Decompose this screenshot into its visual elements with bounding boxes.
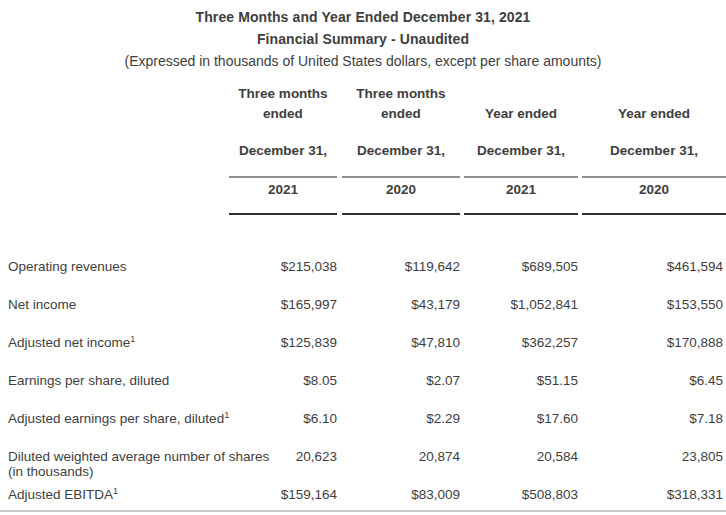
financial-summary-document: Three Months and Year Ended December 31,… xyxy=(0,0,726,515)
footnote-marker: 1 xyxy=(224,410,229,420)
period-label-line1: Three months xyxy=(229,84,337,104)
period-year: 2021 xyxy=(229,176,337,215)
cell-value: $2.29 xyxy=(426,411,460,426)
footnote-marker: 1 xyxy=(113,486,118,496)
period-label-line1: Three months xyxy=(342,84,460,104)
cell-value: $51.15 xyxy=(537,373,578,388)
column-header-year-2021: Year ended December 31, 2021 xyxy=(464,84,578,215)
period-date: December 31, xyxy=(464,141,578,161)
cell-value: $215,038 xyxy=(281,259,337,274)
cell-value: 20,874 xyxy=(419,449,460,464)
cell-value: $170,888 xyxy=(667,335,723,350)
cell-value: $83,009 xyxy=(411,487,460,502)
table-bottom-rule xyxy=(0,510,726,512)
cell-value: 20,623 xyxy=(296,449,337,464)
cell-value: $7.18 xyxy=(689,411,723,426)
row-label: Adjusted EBITDA1 xyxy=(8,487,298,502)
cell-value: $165,997 xyxy=(281,297,337,312)
cell-value: $6.10 xyxy=(303,411,337,426)
cell-value: $362,257 xyxy=(522,335,578,350)
period-label-line2: Year ended xyxy=(582,104,726,124)
column-header-3mo-2021: Three months ended December 31, 2021 xyxy=(229,84,337,215)
document-title-line1: Three Months and Year Ended December 31,… xyxy=(0,6,726,28)
row-label: Net income xyxy=(8,297,298,312)
cell-value: $159,164 xyxy=(281,487,337,502)
period-year: 2020 xyxy=(342,176,460,215)
period-year: 2020 xyxy=(582,176,726,215)
document-subtitle: (Expressed in thousands of United States… xyxy=(0,50,726,72)
table-row-adjusted-net-income: Adjusted net income1 $125,839 $47,810 $3… xyxy=(0,335,726,373)
table-row-diluted-weighted-shares: Diluted weighted average number of share… xyxy=(0,449,726,487)
period-label-line1 xyxy=(582,84,726,104)
cell-value: $1,052,841 xyxy=(510,297,578,312)
cell-value: $8.05 xyxy=(303,373,337,388)
row-label: Diluted weighted average number of share… xyxy=(8,449,298,479)
cell-value: $2.07 xyxy=(426,373,460,388)
column-header-3mo-2020: Three months ended December 31, 2020 xyxy=(342,84,460,215)
table-row-operating-revenues: Operating revenues $215,038 $119,642 $68… xyxy=(0,259,726,297)
row-label: Adjusted earnings per share, diluted1 xyxy=(8,411,298,426)
row-label: Adjusted net income1 xyxy=(8,335,298,350)
row-label: Earnings per share, diluted xyxy=(8,373,298,388)
document-header: Three Months and Year Ended December 31,… xyxy=(0,6,726,72)
cell-value: $461,594 xyxy=(667,259,723,274)
cell-value: $119,642 xyxy=(405,259,460,274)
document-title-line2: Financial Summary - Unaudited xyxy=(0,28,726,50)
cell-value: 20,584 xyxy=(537,449,578,464)
period-date: December 31, xyxy=(582,141,726,161)
cell-value: 23,805 xyxy=(682,449,723,464)
period-label-line2: ended xyxy=(229,104,337,124)
table-row-eps-diluted: Earnings per share, diluted $8.05 $2.07 … xyxy=(0,373,726,411)
column-header-year-2020: Year ended December 31, 2020 xyxy=(582,84,726,215)
cell-value: $125,839 xyxy=(281,335,337,350)
row-label: Operating revenues xyxy=(8,259,298,274)
period-year: 2021 xyxy=(464,176,578,215)
cell-value: $17.60 xyxy=(537,411,578,426)
table-row-net-income: Net income $165,997 $43,179 $1,052,841 $… xyxy=(0,297,726,335)
cell-value: $47,810 xyxy=(411,335,460,350)
cell-value: $43,179 xyxy=(411,297,460,312)
footnote-marker: 1 xyxy=(130,334,135,344)
period-label-line2: Year ended xyxy=(464,104,578,124)
period-date: December 31, xyxy=(342,141,460,161)
cell-value: $153,550 xyxy=(667,297,723,312)
table-row-adjusted-eps-diluted: Adjusted earnings per share, diluted1 $6… xyxy=(0,411,726,449)
period-label-line2: ended xyxy=(342,104,460,124)
period-label-line1 xyxy=(464,84,578,104)
cell-value: $318,331 xyxy=(667,487,723,502)
cell-value: $508,803 xyxy=(522,487,578,502)
period-date: December 31, xyxy=(229,141,337,161)
cell-value: $6.45 xyxy=(689,373,723,388)
cell-value: $689,505 xyxy=(522,259,578,274)
